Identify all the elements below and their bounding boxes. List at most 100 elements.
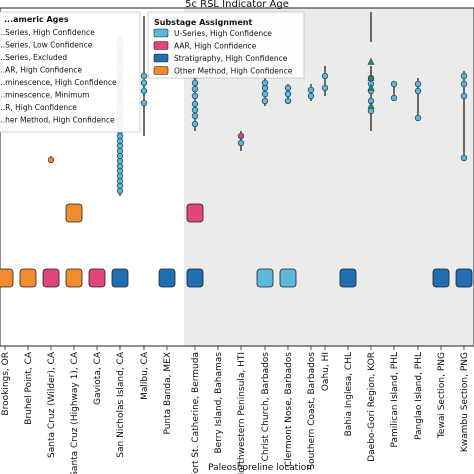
substage-box	[339, 268, 357, 288]
data-point	[237, 132, 245, 140]
data-point	[140, 79, 148, 87]
legend-entry: ...Series, High Confidence	[0, 28, 95, 37]
substage-box	[256, 268, 274, 288]
substage-box	[42, 268, 60, 288]
data-point	[460, 80, 468, 88]
legend-title: Substage Assignment	[154, 18, 252, 27]
x-tick-label: Kwambu Section, PNG	[460, 352, 470, 452]
triangle-point	[367, 83, 375, 91]
data-point	[261, 90, 269, 98]
data-point	[261, 97, 269, 105]
legend-entry: Other Method, High Confidence	[174, 67, 293, 76]
legend-entry: ...minescence, High Confidence	[0, 78, 117, 87]
legend-swatch	[153, 66, 169, 75]
triangle-point	[367, 101, 375, 109]
data-point	[307, 92, 315, 100]
data-point	[284, 90, 292, 98]
data-point	[191, 85, 199, 93]
substage-box	[65, 268, 83, 288]
x-tick-label: Santa Cruz (Wilder), CA	[47, 351, 57, 458]
x-tick-label: San Nicholas Island, CA	[116, 351, 126, 458]
legend-title: ...americ Ages	[4, 15, 69, 24]
legends: ...americ Ages ...Series, High Confidence…	[0, 11, 305, 133]
data-point	[191, 106, 199, 114]
legend-box-numeric	[0, 11, 141, 133]
legend-entry: ...minescence, Minimum	[0, 91, 90, 100]
legend-entry: ...AR, High Confidence	[0, 66, 82, 75]
x-tick-label: Fort St. Catherine, Bermuda	[191, 352, 201, 474]
data-point	[47, 156, 55, 164]
data-point	[390, 80, 398, 88]
legend-entry: ...Series, Excluded	[0, 53, 67, 62]
legend-swatch	[153, 28, 169, 38]
x-axis-label: Paleoshoreline location	[208, 463, 312, 473]
data-point	[191, 112, 199, 120]
x-tick-label: Berry Island, Bahamas	[214, 352, 224, 454]
x-tick-label: Christ Church, Barbados	[261, 352, 271, 462]
legend-entry: ...her Method, High Confidence	[0, 116, 115, 125]
data-point	[460, 92, 468, 100]
x-tick-label: Bahia Inglesa, CHL	[344, 352, 354, 436]
data-point	[191, 100, 199, 108]
plot-frame	[0, 7, 474, 347]
x-tick-label: Bruhel Point, CA	[24, 351, 34, 425]
x-tick-label: Panglao Island, PHL	[414, 352, 424, 440]
x-tick-label: Pamilican Island, PHL	[390, 352, 400, 448]
x-tick-label: Oahu, HI	[321, 352, 331, 391]
x-tick-label: Clermont Nose, Barbados	[284, 352, 294, 467]
x-tick-label: Brookings, OR	[1, 352, 11, 416]
substage-box	[88, 268, 106, 288]
data-point	[191, 120, 199, 128]
data-point	[307, 86, 315, 94]
legend-entry: U-Series, High Confidence	[174, 29, 272, 38]
x-tick-label: Malibu, CA	[140, 351, 150, 400]
data-point	[460, 72, 468, 80]
legend-entry: ...R, High Confidence	[0, 103, 77, 112]
substage-box	[65, 203, 83, 223]
triangle-point	[367, 73, 375, 81]
substage-box	[279, 268, 297, 288]
substage-boxes	[0, 203, 473, 288]
data-point	[237, 139, 245, 147]
data-point	[414, 114, 422, 122]
data-point	[191, 92, 199, 100]
data-point	[460, 154, 468, 162]
substage-box	[432, 268, 450, 288]
data-point	[140, 87, 148, 95]
legend-entry: AAR, High Confidence	[174, 42, 257, 51]
data-point	[367, 107, 375, 115]
data-point	[321, 84, 329, 92]
data-point	[414, 87, 422, 95]
substage-box	[0, 268, 14, 288]
legend-entry: Stratigraphy, High Confidence	[174, 54, 288, 63]
substage-box	[158, 268, 176, 288]
triangle-point	[367, 57, 375, 65]
substage-box	[111, 268, 129, 288]
x-tick-label: Gaviota, CA	[93, 351, 103, 405]
data-point	[261, 79, 269, 87]
x-tick-label: Santa Cruz (Highway 1), CA	[70, 351, 80, 474]
x-tick-label: Tewai Section, PNG	[437, 352, 447, 439]
legend-swatch	[153, 53, 169, 63]
substage-box	[186, 203, 204, 223]
data-point	[390, 94, 398, 102]
chart-title: 5c RSL Indicator Age	[185, 0, 289, 10]
data-point	[140, 72, 148, 80]
shaded-region	[314, 8, 474, 346]
substage-box	[186, 268, 204, 288]
x-tick-label: Southern Coast, Barbados	[307, 352, 317, 470]
legend-box-substage	[147, 11, 305, 79]
data-point	[191, 79, 199, 87]
data-point	[321, 72, 329, 80]
substage-box	[19, 268, 37, 288]
legend-entry: ...Series, Low Confidence	[0, 41, 93, 50]
substage-box	[455, 268, 473, 288]
data-point	[140, 99, 148, 107]
data-point	[284, 97, 292, 105]
data-point	[284, 84, 292, 92]
x-tick-labels: Brookings, OR Bruhel Point, CA Santa Cruz …	[1, 346, 470, 474]
x-tick-label: Daebo-Gori Region, KOR	[367, 352, 377, 462]
legend-swatch	[153, 41, 169, 50]
x-tick-label: Northwestern Peninsula, HTI	[237, 352, 247, 474]
